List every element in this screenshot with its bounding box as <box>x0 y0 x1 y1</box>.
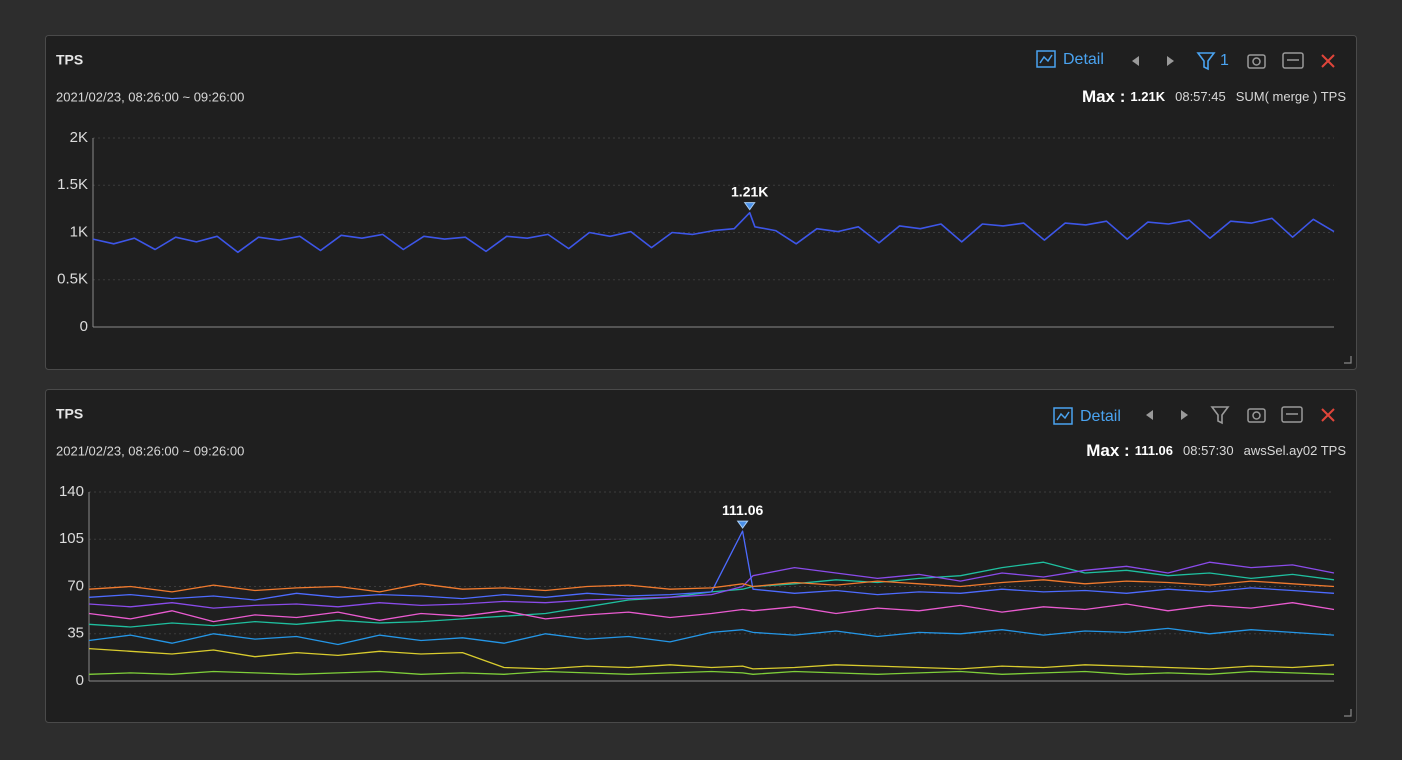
camera-icon <box>1247 54 1266 69</box>
csv-button[interactable] <box>1281 406 1303 423</box>
detail-label: Detail <box>1080 408 1121 425</box>
max-series: awsSel.ay02 TPS <box>1244 443 1347 458</box>
y-tick-label: 0 <box>76 672 84 689</box>
peak-marker <box>743 202 756 211</box>
series-line <box>88 647 1335 670</box>
series-line <box>88 670 1335 675</box>
max-info: Max : 1.21K 08:57:45 SUM( merge ) TPS <box>1082 87 1346 106</box>
y-tick-label: 140 <box>59 483 84 500</box>
series-line <box>88 602 1335 623</box>
max-value: 111.06 <box>1135 443 1173 458</box>
screenshot-button[interactable] <box>1247 408 1266 423</box>
y-tick-label: 1.5K <box>57 176 88 193</box>
series-line <box>88 627 1335 646</box>
panel-title: TPS <box>56 52 83 68</box>
camera-lens <box>1252 57 1261 66</box>
filter-icon <box>1196 52 1216 71</box>
detail-button[interactable]: Detail <box>1053 407 1121 425</box>
panel: TPS 2021/02/23, 08:26:00 ~ 09:26:00 Deta… <box>45 389 1357 723</box>
series-line <box>88 530 1335 601</box>
max-time: 08:57:45 <box>1175 89 1226 104</box>
panel-title: TPS <box>56 406 83 422</box>
filter-button[interactable]: 1 <box>1196 52 1229 71</box>
next-button[interactable] <box>1181 410 1188 420</box>
y-tick-label: 0 <box>80 318 88 335</box>
detail-icon-line <box>1039 54 1053 64</box>
y-tick-label: 0.5K <box>57 271 88 288</box>
y-tick-label: 35 <box>67 625 84 642</box>
y-tick-label: 2K <box>70 129 88 146</box>
detail-icon <box>1053 407 1073 425</box>
csv-icon <box>1282 52 1304 69</box>
close-button[interactable] <box>1321 408 1335 422</box>
series-line <box>88 561 1335 609</box>
prev-button[interactable] <box>1132 56 1139 66</box>
csv-button[interactable] <box>1282 52 1304 69</box>
panel-frame <box>45 389 1357 723</box>
csv-icon <box>1281 406 1303 423</box>
time-range: 2021/02/23, 08:26:00 ~ 09:26:00 <box>56 89 244 104</box>
resize-handle[interactable] <box>1344 709 1352 717</box>
camera-icon <box>1247 408 1266 423</box>
max-time: 08:57:30 <box>1183 443 1234 458</box>
max-info: Max : 111.06 08:57:30 awsSel.ay02 TPS <box>1086 441 1346 460</box>
filter-count: 1 <box>1220 52 1229 69</box>
detail-button[interactable]: Detail <box>1036 50 1104 68</box>
y-tick-label: 70 <box>67 577 84 594</box>
max-value: 1.21K <box>1130 89 1165 104</box>
peak-label: 1.21K <box>731 183 768 199</box>
detail-label: Detail <box>1063 51 1104 68</box>
detail-icon-line <box>1056 411 1070 421</box>
peak-marker <box>736 520 749 529</box>
max-label: Max : <box>1082 87 1125 106</box>
time-range: 2021/02/23, 08:26:00 ~ 09:26:00 <box>56 443 244 458</box>
peak-label: 111.06 <box>722 502 763 518</box>
y-tick-label: 105 <box>59 530 84 547</box>
next-button[interactable] <box>1167 56 1174 66</box>
panel-frame <box>45 35 1357 370</box>
max-series: SUM( merge ) TPS <box>1236 89 1347 104</box>
camera-lens <box>1252 411 1261 420</box>
detail-icon <box>1036 50 1056 68</box>
panel: TPS 2021/02/23, 08:26:00 ~ 09:26:00 Deta… <box>45 35 1357 370</box>
max-label: Max : <box>1086 441 1129 460</box>
filter-button[interactable] <box>1210 406 1230 425</box>
close-button[interactable] <box>1321 54 1335 68</box>
screenshot-button[interactable] <box>1247 54 1266 69</box>
prev-button[interactable] <box>1146 410 1153 420</box>
y-tick-label: 1K <box>70 223 88 240</box>
series-line <box>92 211 1335 254</box>
resize-handle[interactable] <box>1344 356 1352 364</box>
series-line <box>88 579 1335 593</box>
